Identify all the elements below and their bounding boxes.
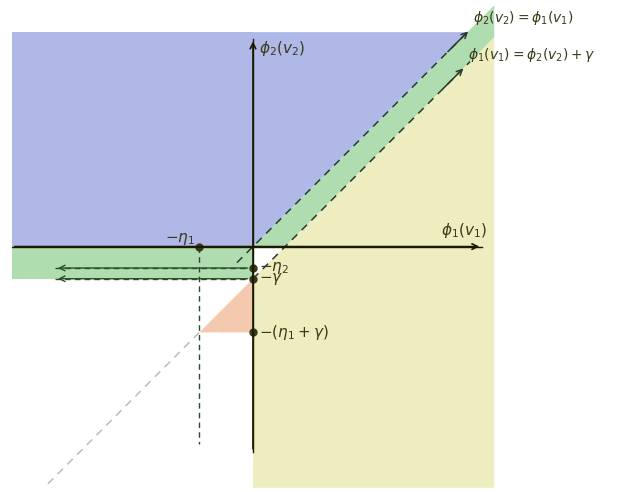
Polygon shape bbox=[253, 37, 494, 488]
Point bbox=[195, 243, 205, 250]
Polygon shape bbox=[12, 32, 253, 246]
Text: $-\gamma$: $-\gamma$ bbox=[259, 271, 284, 287]
Text: $\phi_1(v_1) = \phi_2(v_2) + \gamma$: $\phi_1(v_1) = \phi_2(v_2) + \gamma$ bbox=[468, 46, 596, 64]
Text: $-\eta_2$: $-\eta_2$ bbox=[259, 260, 289, 276]
Polygon shape bbox=[12, 246, 253, 279]
Polygon shape bbox=[253, 5, 494, 246]
Point bbox=[248, 329, 258, 337]
Text: $\phi_2(v_2) = \phi_1(v_1)$: $\phi_2(v_2) = \phi_1(v_1)$ bbox=[473, 9, 573, 27]
Polygon shape bbox=[200, 279, 253, 333]
Point bbox=[248, 264, 258, 272]
Text: $\phi_1(v_1)$: $\phi_1(v_1)$ bbox=[441, 221, 487, 240]
Polygon shape bbox=[253, 32, 467, 246]
Text: $-(\eta_1+\gamma)$: $-(\eta_1+\gamma)$ bbox=[259, 323, 330, 342]
Text: $\phi_2(v_2)$: $\phi_2(v_2)$ bbox=[259, 38, 305, 58]
Text: $-\eta_1$: $-\eta_1$ bbox=[165, 231, 195, 247]
Point bbox=[248, 275, 258, 283]
